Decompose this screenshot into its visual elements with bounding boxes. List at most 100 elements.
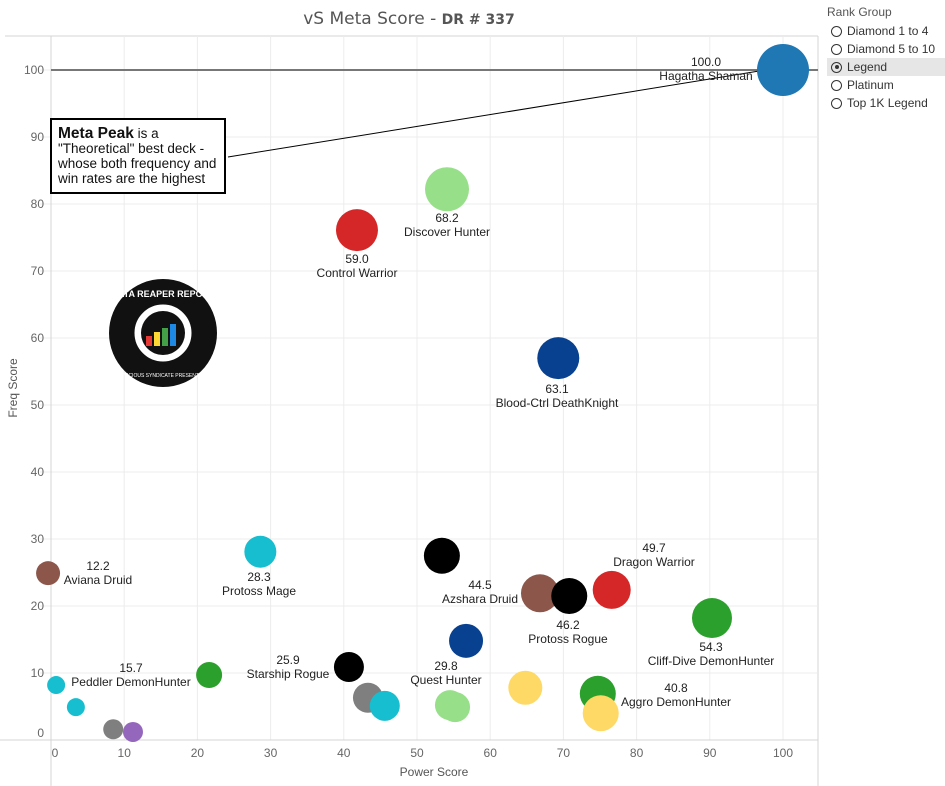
bubble-aviana-druid	[36, 561, 61, 586]
bubble-deck	[508, 670, 543, 705]
data-reaper-report-logo: DATA REAPER REPORT VICIOUS SYNDICATE PRES…	[109, 279, 217, 387]
data-label-score: 100.0	[691, 55, 721, 69]
y-axis-title: Freq Score	[6, 358, 20, 418]
data-label-name: Peddler DemonHunter	[71, 675, 190, 689]
bubble-starship-rogue	[333, 651, 364, 682]
title-main: vS Meta Score -	[303, 9, 442, 29]
radio-icon[interactable]	[831, 43, 842, 55]
data-label-score: 28.3	[247, 570, 271, 584]
bubble-deck	[66, 698, 85, 717]
bubble-azshara-druid	[520, 574, 559, 613]
bubble-deck	[122, 721, 143, 742]
bubble-deck	[369, 690, 400, 721]
data-label-score: 12.2	[86, 559, 110, 573]
bubble-deck	[449, 623, 484, 658]
y-tick-label: 40	[31, 465, 45, 479]
x-tick-label: 0	[52, 746, 59, 760]
bubble-protoss-mage	[244, 535, 277, 568]
data-label-name: Aggro DemonHunter	[621, 695, 731, 709]
rank-option-label: Diamond 5 to 10	[847, 42, 936, 56]
bubble-dragon-warrior	[592, 570, 631, 609]
bubble-deck	[103, 719, 124, 740]
bubble-protoss-rogue	[551, 577, 588, 614]
rank-option-label: Top 1K Legend	[847, 96, 928, 110]
data-label-score: 15.7	[119, 661, 143, 675]
logo-bar	[146, 336, 152, 346]
rank-group-filter: Rank Group Diamond 1 to 4 Diamond 5 to 10…	[827, 5, 945, 112]
data-label-name: Protoss Rogue	[528, 632, 608, 646]
x-tick-label: 100	[773, 746, 793, 760]
radio-icon[interactable]	[831, 61, 842, 73]
data-label-name: Blood-Ctrl DeathKnight	[496, 396, 619, 410]
rank-option-legend[interactable]: Legend	[827, 58, 945, 76]
data-label-score: 29.8	[434, 659, 458, 673]
logo-bar	[154, 332, 160, 346]
bubble-deck	[47, 676, 66, 695]
bubble-control-warrior	[335, 209, 378, 252]
logo-subtext: VICIOUS SYNDICATE PRESENTS	[124, 373, 203, 379]
logo-bar	[170, 324, 176, 346]
annotation-text: is a "Theoretical" best deck - whose bot…	[58, 126, 217, 186]
data-label-name: Dragon Warrior	[613, 555, 695, 569]
x-tick-label: 70	[557, 746, 571, 760]
data-label-name: Control Warrior	[317, 266, 398, 280]
bubble-peddler-demonhunter	[196, 662, 223, 689]
data-label-name: Azshara Druid	[442, 592, 518, 606]
rank-option-diamond-5-to-10[interactable]: Diamond 5 to 10	[827, 40, 945, 58]
x-tick-label: 90	[703, 746, 717, 760]
bubble-cliff-dive-demonhunter	[691, 598, 732, 639]
annotation-bold: Meta Peak	[58, 125, 134, 142]
data-label-score: 44.5	[468, 578, 492, 592]
bubble-deck	[582, 695, 619, 732]
title-sub: DR # 337	[441, 12, 515, 28]
bubble-hagatha-shaman	[757, 44, 809, 96]
y-tick-label: 50	[31, 398, 45, 412]
bubble-deck	[440, 692, 471, 723]
x-tick-label: 50	[410, 746, 424, 760]
x-tick-label: 80	[630, 746, 644, 760]
data-label-score: 59.0	[345, 252, 369, 266]
radio-icon[interactable]	[831, 79, 842, 91]
data-label-score: 63.1	[545, 382, 569, 396]
rank-option-diamond-1-to-4[interactable]: Diamond 1 to 4	[827, 22, 945, 40]
y-tick-label: 80	[31, 197, 45, 211]
y-tick-label: 0	[37, 726, 44, 740]
data-label-score: 54.3	[699, 640, 723, 654]
x-tick-label: 60	[484, 746, 498, 760]
meta-peak-annotation: Meta Peak is a "Theoretical" best deck -…	[50, 118, 226, 194]
rank-option-label: Platinum	[847, 78, 894, 92]
data-label-name: Hagatha Shaman	[659, 69, 752, 83]
rank-option-platinum[interactable]: Platinum	[827, 76, 945, 94]
data-label-name: Discover Hunter	[404, 225, 490, 239]
data-label-name: Quest Hunter	[410, 673, 481, 687]
x-tick-label: 10	[118, 746, 132, 760]
data-label-name: Aviana Druid	[64, 573, 132, 587]
radio-icon[interactable]	[831, 97, 842, 109]
data-label-score: 25.9	[276, 653, 300, 667]
rank-group-title: Rank Group	[827, 5, 892, 19]
bubble-blood-ctrl-deathknight	[537, 337, 580, 380]
data-label-score: 68.2	[435, 211, 459, 225]
x-tick-label: 20	[191, 746, 205, 760]
rank-option-top-1k-legend[interactable]: Top 1K Legend	[827, 94, 945, 112]
rank-option-label: Diamond 1 to 4	[847, 24, 929, 38]
radio-icon[interactable]	[831, 25, 842, 37]
y-tick-label: 10	[31, 666, 45, 680]
logo-bar	[162, 328, 168, 346]
x-tick-label: 30	[264, 746, 278, 760]
logo-text: DATA REAPER REPORT	[111, 289, 215, 299]
data-label-score: 46.2	[556, 618, 580, 632]
y-tick-label: 70	[31, 264, 45, 278]
y-tick-label: 90	[31, 130, 45, 144]
x-tick-label: 40	[337, 746, 351, 760]
annotation-arrow	[227, 65, 779, 158]
rank-option-label: Legend	[847, 60, 888, 74]
data-label-name: Cliff-Dive DemonHunter	[648, 654, 775, 668]
y-tick-label: 100	[24, 63, 44, 77]
x-axis-title: Power Score	[400, 765, 469, 779]
chart-title: vS Meta Score - DR # 337	[0, 9, 818, 29]
bubble-discover-hunter	[425, 167, 470, 212]
bubble-deck	[423, 537, 460, 574]
